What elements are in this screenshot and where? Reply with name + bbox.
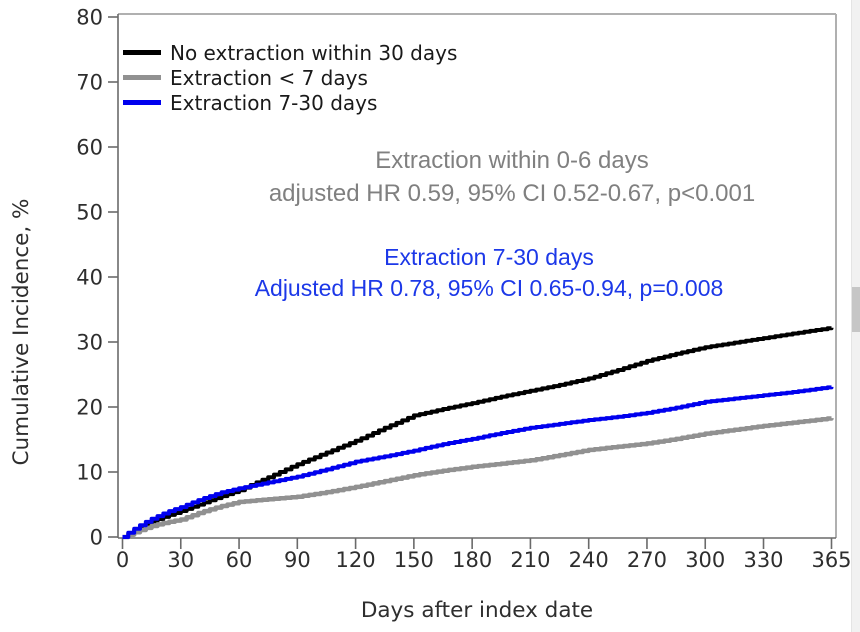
annotation-line: Extraction 7-30 days	[384, 244, 594, 270]
legend-label: Extraction < 7 days	[170, 65, 368, 90]
annotation-extraction-7-30-days: Extraction 7-30 days Adjusted HR 0.78, 9…	[255, 242, 724, 304]
scrollbar-track[interactable]	[851, 0, 860, 632]
x-tick-label: 300	[685, 548, 725, 572]
annotation-extraction-0-6-days: Extraction within 0-6 days adjusted HR 0…	[269, 144, 755, 210]
y-tick-label: 40	[76, 266, 103, 290]
curve-extraction-7-days	[122, 416, 834, 540]
y-tick-label: 20	[76, 396, 103, 420]
x-tick-label: 90	[284, 548, 311, 572]
legend-item-extraction-7-30-days: Extraction 7-30 days	[123, 90, 457, 115]
x-tick-label: 210	[510, 548, 550, 572]
legend-label: Extraction 7-30 days	[170, 90, 378, 115]
curve-extraction-7-30-days	[122, 385, 834, 539]
annotation-line: Adjusted HR 0.78, 95% CI 0.65-0.94, p=0.…	[254, 275, 724, 301]
x-tick-label: 0	[116, 548, 129, 572]
x-tick-label: 270	[627, 548, 667, 572]
x-tick-label: 60	[226, 548, 253, 572]
x-tick-label: 240	[569, 548, 609, 572]
annotation-line: Extraction within 0-6 days	[375, 147, 649, 174]
x-tick-label: 150	[394, 548, 434, 572]
annotation-line: adjusted HR 0.59, 95% CI 0.52-0.67, p<0.…	[268, 180, 756, 207]
y-tick-label: 70	[76, 71, 103, 95]
x-axis-title: Days after index date	[361, 598, 593, 623]
y-tick-label: 10	[76, 461, 103, 485]
legend-item-extraction-lt-7-days: Extraction < 7 days	[123, 65, 457, 90]
x-tick-label: 30	[167, 548, 194, 572]
legend-item-no-extraction: No extraction within 30 days	[123, 40, 457, 65]
x-tick-label: 180	[452, 548, 492, 572]
x-tick-label: 365	[811, 548, 851, 572]
legend-label: No extraction within 30 days	[170, 40, 458, 65]
legend-swatch-blue-line	[123, 100, 161, 105]
scrollbar-thumb[interactable]	[852, 287, 860, 332]
survival-curves	[122, 326, 834, 540]
axes: 0 10 20 30 40 50 60 70 80 0 30 60 90 120 150 180 210 240 2…	[76, 6, 851, 573]
legend: No extraction within 30 days Extraction …	[123, 40, 457, 115]
y-axis-title: Cumulative Incidence, %	[9, 199, 34, 466]
x-tick-label: 120	[336, 548, 376, 572]
y-tick-label: 60	[76, 136, 103, 160]
legend-swatch-gray-line	[123, 75, 161, 80]
legend-swatch-black-line	[123, 50, 161, 55]
y-tick-label: 80	[76, 6, 103, 30]
y-tick-label: 30	[76, 331, 103, 355]
y-tick-label: 0	[90, 526, 103, 550]
x-tick-label: 330	[743, 548, 783, 572]
y-tick-label: 50	[76, 201, 103, 225]
